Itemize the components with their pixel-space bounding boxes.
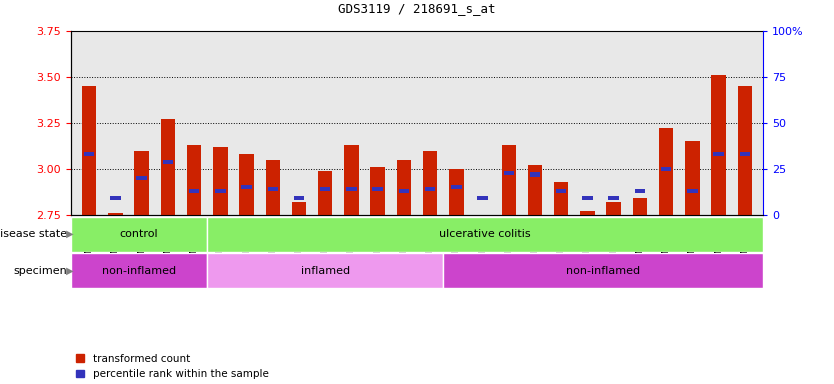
Bar [397,160,411,215]
Bar [370,167,384,215]
Bar [134,151,149,215]
Bar [294,197,304,200]
Bar [84,152,94,156]
Text: ▶: ▶ [63,266,73,276]
Bar [241,185,252,189]
Text: ulcerative colitis: ulcerative colitis [440,229,531,239]
Bar [423,151,437,215]
Bar [187,145,201,215]
Bar [318,171,333,215]
Bar [71,217,207,252]
Bar [635,189,646,193]
Bar [207,253,443,288]
Text: inflamed: inflamed [301,266,349,276]
Bar [346,187,357,191]
Bar [399,189,409,193]
Bar [528,165,542,215]
Bar [609,197,619,200]
Bar [188,189,199,193]
Bar [501,145,516,215]
Bar [687,189,697,193]
Bar [713,152,724,156]
Text: control: control [120,229,158,239]
Bar [82,86,97,215]
Bar [530,172,540,177]
Bar [71,253,207,288]
Bar [110,197,121,200]
Text: specimen: specimen [13,266,67,276]
Text: non-inflamed: non-inflamed [566,266,641,276]
Bar [214,147,228,215]
Bar [504,170,514,175]
Bar [580,211,595,215]
Bar [108,213,123,215]
Text: ▶: ▶ [63,229,73,239]
Bar [554,182,569,215]
Bar [425,187,435,191]
Bar [661,167,671,171]
Legend: transformed count, percentile rank within the sample: transformed count, percentile rank withi… [76,354,269,379]
Bar [443,253,763,288]
Bar [239,154,254,215]
Text: non-inflamed: non-inflamed [102,266,176,276]
Bar [606,202,620,215]
Bar [450,169,464,215]
Bar [711,75,726,215]
Text: disease state: disease state [0,229,67,239]
Bar [137,176,147,180]
Bar [344,145,359,215]
Bar [477,197,488,200]
Bar [659,128,673,215]
Bar [633,199,647,215]
Bar [451,185,461,189]
Bar [373,187,383,191]
Bar [685,141,700,215]
Bar [737,86,752,215]
Bar [215,189,225,193]
Bar [292,202,306,215]
Bar [556,189,566,193]
Bar [320,187,330,191]
Text: GDS3119 / 218691_s_at: GDS3119 / 218691_s_at [339,2,495,15]
Bar [207,217,763,252]
Bar [740,152,750,156]
Bar [265,160,280,215]
Bar [163,160,173,164]
Bar [582,197,593,200]
Bar [268,187,278,191]
Bar [161,119,175,215]
